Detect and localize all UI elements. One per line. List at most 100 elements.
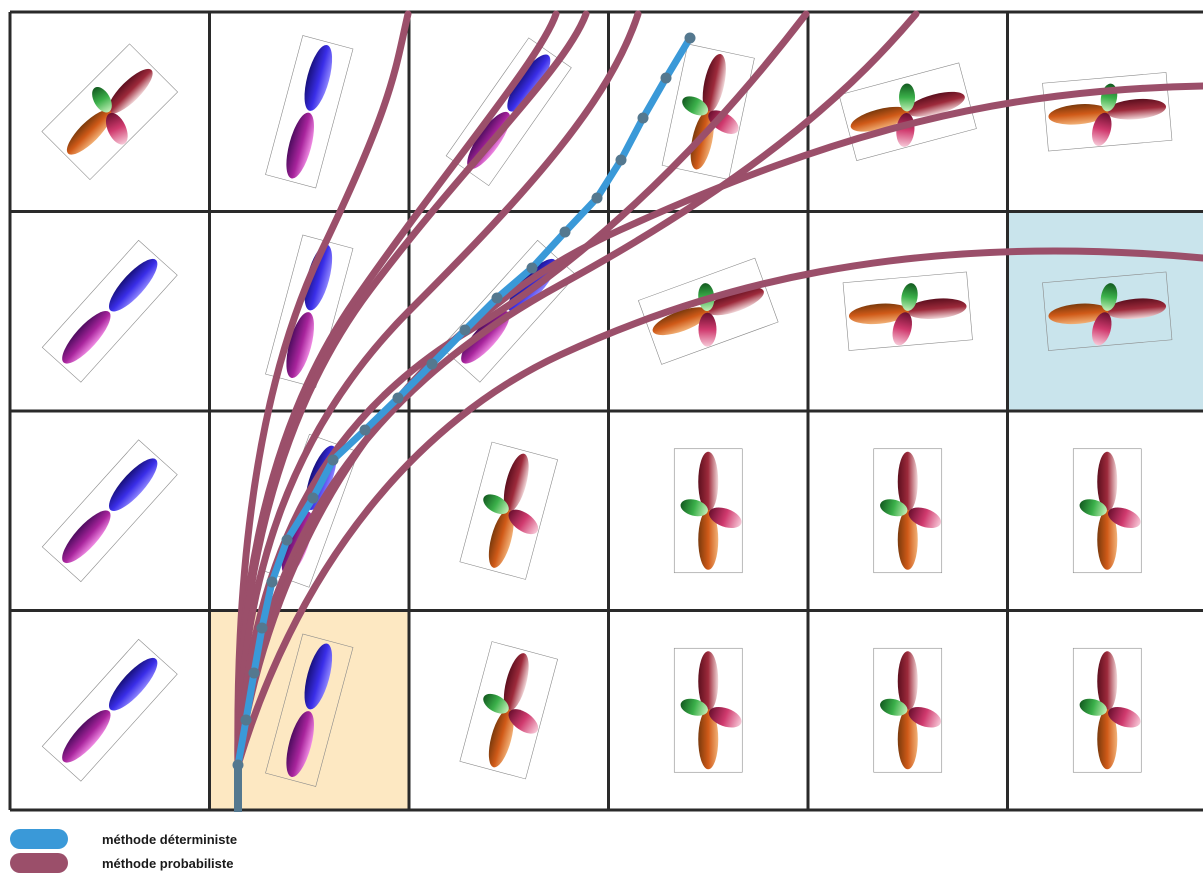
lobe-pink bbox=[508, 709, 539, 734]
glyph-frame bbox=[673, 647, 743, 773]
legend-deterministic: méthode déterministe bbox=[10, 829, 237, 849]
lobe-orange bbox=[488, 509, 514, 568]
single-fiber-glyph bbox=[265, 234, 354, 388]
step-point bbox=[327, 454, 339, 466]
lobe-orange bbox=[848, 303, 909, 325]
lobe-orange bbox=[897, 709, 918, 770]
glyph-frame bbox=[873, 448, 943, 574]
lobe-red bbox=[503, 453, 529, 512]
lobe-red bbox=[107, 68, 153, 114]
crossing-fiber-glyph bbox=[1072, 448, 1142, 574]
crossing-fiber-glyph bbox=[459, 641, 559, 780]
glyph-frame bbox=[1072, 448, 1142, 574]
lobe-pink bbox=[708, 110, 739, 134]
probabilistic-streamline bbox=[234, 82, 1203, 769]
step-point bbox=[281, 534, 293, 546]
lobe-green bbox=[899, 83, 916, 112]
deterministic-streamline bbox=[234, 34, 694, 769]
lobe-orange bbox=[652, 307, 710, 336]
lobe-pink bbox=[708, 507, 742, 529]
lobe-orange bbox=[698, 709, 719, 770]
lobe-blue bbox=[108, 458, 158, 512]
probabilistic-tracks bbox=[234, 10, 1203, 769]
lobe-orange bbox=[1097, 709, 1118, 770]
deterministic-step-points bbox=[232, 32, 696, 771]
step-point bbox=[615, 154, 627, 166]
lobe-blue bbox=[108, 657, 158, 711]
lobe-pink bbox=[698, 312, 717, 347]
legend-probabilistic-label: méthode probabiliste bbox=[102, 855, 234, 871]
lobe-red bbox=[698, 651, 719, 712]
lobe-pink bbox=[105, 112, 128, 145]
single-fiber-glyph bbox=[41, 239, 178, 383]
glyph-frame bbox=[41, 439, 178, 583]
lobe-magenta bbox=[62, 709, 111, 763]
crossing-fiber-glyph bbox=[1072, 647, 1142, 773]
lobe-blue bbox=[507, 54, 551, 112]
lobe-green bbox=[901, 283, 918, 311]
glyph-frame bbox=[1042, 271, 1173, 351]
crossing-fiber-glyph bbox=[838, 62, 977, 162]
glyph-frame bbox=[265, 633, 354, 787]
probabilistic-streamline bbox=[234, 10, 590, 769]
step-point bbox=[591, 192, 603, 204]
glyph-frame bbox=[842, 271, 973, 351]
lobe-pink bbox=[892, 312, 913, 346]
glyph-frame bbox=[459, 441, 559, 580]
legend-deterministic-label: méthode déterministe bbox=[102, 831, 238, 847]
single-fiber-glyph bbox=[41, 439, 178, 583]
lobe-pink bbox=[908, 706, 942, 728]
glyph-frame bbox=[873, 647, 943, 773]
lobe-red bbox=[897, 451, 918, 512]
lobe-red bbox=[503, 653, 529, 712]
step-point bbox=[426, 358, 438, 370]
lobe-orange bbox=[698, 509, 719, 570]
crossing-fiber-glyph bbox=[41, 43, 179, 181]
lobe-orange bbox=[488, 709, 514, 768]
crossing-fiber-glyph bbox=[873, 647, 943, 773]
step-point bbox=[660, 72, 672, 84]
lobe-pink bbox=[1107, 507, 1141, 529]
lobe-blue bbox=[108, 258, 158, 312]
probabilistic-streamline bbox=[234, 10, 920, 769]
lobe-orange bbox=[1048, 303, 1109, 325]
step-point bbox=[392, 392, 404, 404]
glyph-frame bbox=[1042, 72, 1173, 152]
legend-deterministic-swatch bbox=[10, 829, 68, 849]
crossing-fiber-glyph bbox=[1042, 72, 1173, 152]
deterministic-track bbox=[232, 32, 696, 812]
glyph-frame bbox=[459, 641, 559, 780]
lobe-green bbox=[1100, 283, 1118, 311]
step-point bbox=[307, 492, 319, 504]
lobe-green bbox=[680, 698, 708, 716]
step-point bbox=[359, 424, 371, 436]
single-fiber-glyph bbox=[445, 37, 572, 187]
step-point bbox=[240, 714, 252, 726]
crossing-fiber-glyph bbox=[673, 448, 743, 574]
lobe-red bbox=[906, 91, 965, 117]
glyph-frame bbox=[1072, 647, 1142, 773]
lobe-magenta bbox=[286, 112, 314, 179]
probabilistic-streamline bbox=[234, 247, 1203, 769]
step-point bbox=[256, 622, 268, 634]
glyph-frame bbox=[41, 43, 179, 181]
lobe-green bbox=[483, 494, 509, 515]
single-fiber-glyph bbox=[265, 35, 354, 189]
glyph-frame bbox=[673, 448, 743, 574]
lobe-pink bbox=[1092, 112, 1112, 146]
lobe-orange bbox=[897, 509, 918, 570]
glyph-frame bbox=[661, 43, 755, 180]
glyph-frame bbox=[637, 257, 779, 365]
lobe-red bbox=[1097, 451, 1118, 512]
lobe-red bbox=[698, 451, 719, 512]
crossing-fiber-glyph bbox=[873, 448, 943, 574]
step-point bbox=[232, 759, 244, 771]
step-point bbox=[459, 324, 471, 336]
crossing-fiber-glyph bbox=[1042, 271, 1173, 351]
crossing-fiber-glyph bbox=[459, 441, 559, 580]
lobe-red bbox=[1106, 298, 1167, 320]
lobe-green bbox=[680, 499, 708, 517]
crossing-fiber-glyph bbox=[673, 647, 743, 773]
step-point bbox=[559, 226, 571, 238]
step-point bbox=[684, 32, 696, 44]
